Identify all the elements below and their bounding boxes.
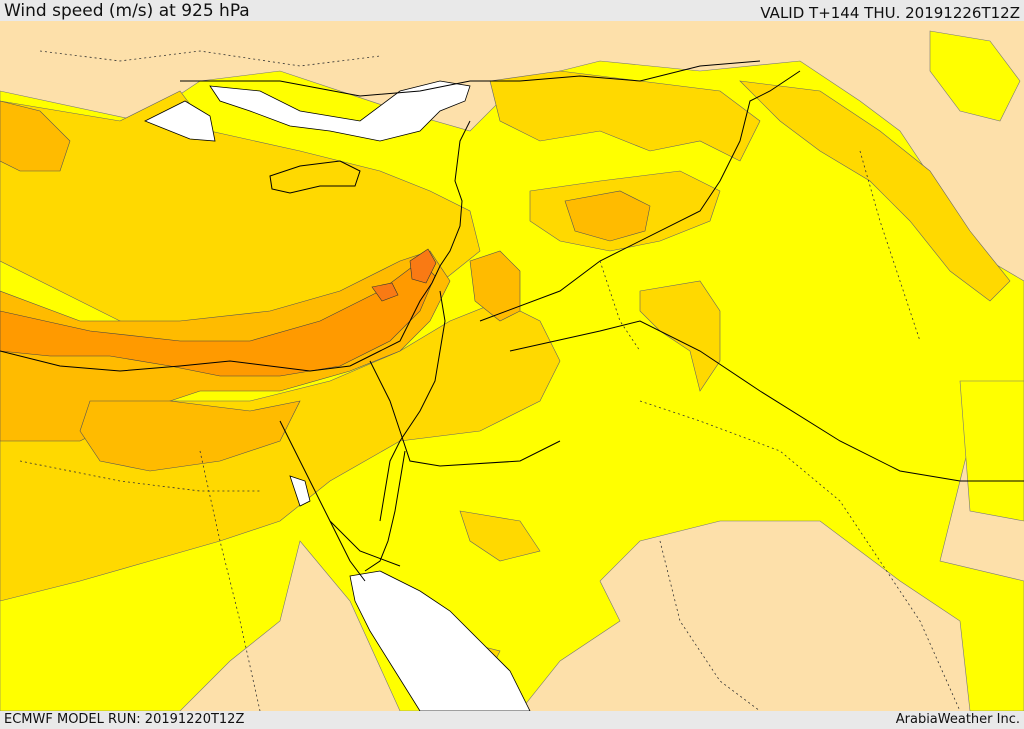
wind-zone-dark-orange <box>371 248 437 302</box>
internal-borders <box>19 50 961 711</box>
coastlines-borders <box>0 60 1024 582</box>
map-footer: ECMWF MODEL RUN: 20191220T12Z ArabiaWeat… <box>0 711 1024 729</box>
sea-areas <box>144 80 531 711</box>
wind-zone-gold <box>0 70 1011 672</box>
credit-text: ArabiaWeather Inc. <box>895 712 1020 727</box>
map-title: Wind speed (m/s) at 925 hPa <box>4 1 250 21</box>
wind-zone-orange <box>0 260 436 377</box>
wind-speed-map <box>0 21 1024 711</box>
map-header: Wind speed (m/s) at 925 hPa VALID T+144 … <box>0 0 1024 22</box>
valid-time: VALID T+144 THU. 20191226T12Z <box>760 4 1020 22</box>
model-run: ECMWF MODEL RUN: 20191220T12Z <box>4 712 245 727</box>
